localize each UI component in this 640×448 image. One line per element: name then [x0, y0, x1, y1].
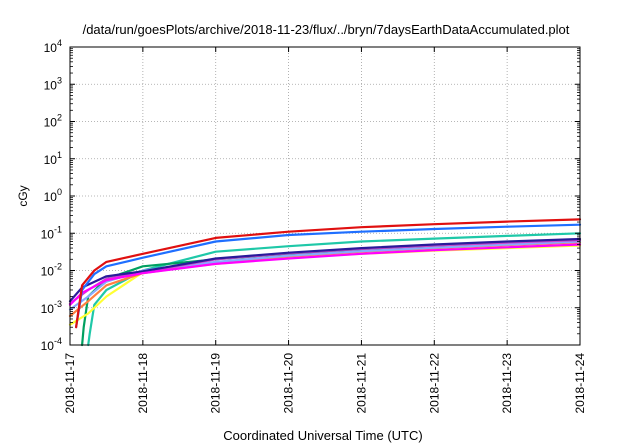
x-axis-label: Coordinated Universal Time (UTC)	[223, 428, 422, 443]
axis-ticks	[69, 46, 581, 346]
x-tick-label: 2018-11-18	[136, 353, 150, 414]
series-line-5	[68, 240, 582, 311]
x-tick-label: 2018-11-23	[500, 353, 514, 414]
x-tick-label: 2018-11-20	[282, 353, 296, 414]
y-tick-label: 104	[44, 38, 62, 55]
y-axis-label: cGy	[16, 185, 30, 206]
series-line-7	[68, 237, 582, 303]
x-tick-label: 2018-11-21	[354, 353, 368, 414]
y-tick-label: 100	[44, 187, 62, 204]
series-line-8	[68, 243, 582, 306]
x-tick-label: 2018-11-19	[209, 353, 223, 414]
y-tick-label: 103	[44, 75, 62, 92]
series-layer	[68, 218, 582, 347]
series-line-10	[74, 218, 582, 329]
y-tick-label: 10-4	[41, 336, 62, 353]
series-line-1	[87, 232, 582, 347]
x-tick-label: 2018-11-24	[573, 353, 587, 414]
x-tick-labels: 2018-11-17 2018-11-18 2018-11-19 2018-11-20…	[63, 353, 587, 414]
x-tick-label: 2018-11-17	[63, 353, 77, 414]
series-line-9	[74, 223, 582, 329]
y-tick-labels: 10-4 10-3 10-2 10-1 100 101 102 103 104	[41, 38, 62, 353]
chart-title: /data/run/goesPlots/archive/2018-11-23/f…	[83, 22, 570, 37]
y-tick-label: 101	[44, 150, 62, 167]
y-tick-label: 10-2	[41, 262, 62, 279]
y-tick-label: 10-3	[41, 299, 62, 316]
y-tick-label: 10-1	[41, 224, 62, 241]
y-tick-label: 102	[44, 113, 62, 130]
x-tick-label: 2018-11-22	[427, 353, 441, 414]
